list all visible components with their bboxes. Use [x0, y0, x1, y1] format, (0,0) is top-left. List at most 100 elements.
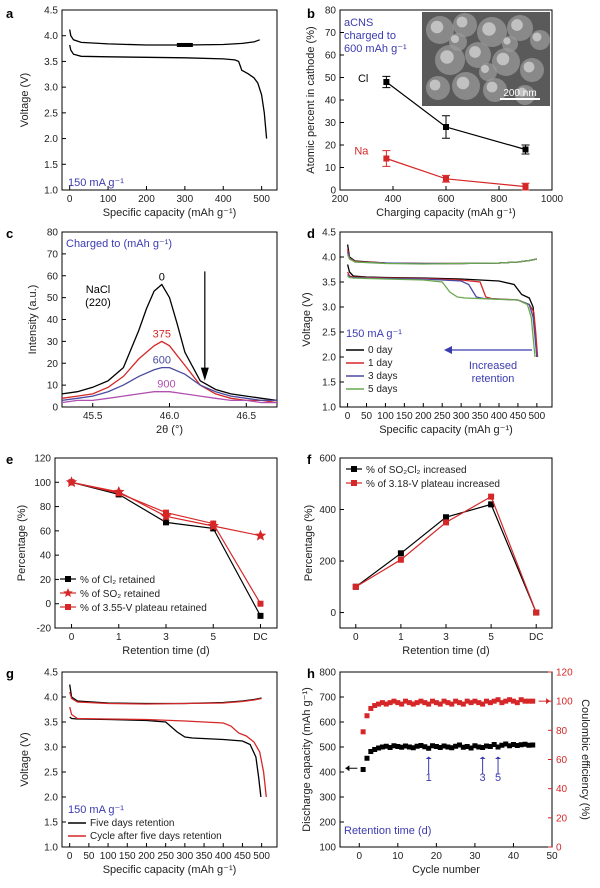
- data-point: [364, 755, 370, 761]
- data-point: [422, 700, 428, 706]
- x-tick-label: 1: [116, 632, 122, 643]
- series-line-na: [386, 157, 526, 188]
- y-tick-label: 1.0: [44, 843, 58, 854]
- data-point: [383, 155, 390, 162]
- data-point: [476, 744, 482, 750]
- data-point: [115, 490, 122, 497]
- data-point: [433, 700, 439, 706]
- data-point: [254, 529, 267, 541]
- y-tick-label: 200: [319, 557, 336, 568]
- data-point: [491, 698, 497, 704]
- data-point: [163, 519, 169, 526]
- data-point: [443, 175, 449, 182]
- data-point: [391, 698, 397, 704]
- y-tick-label: 3.5: [322, 278, 336, 289]
- legend-marker: [351, 480, 357, 486]
- x-tick-label: 10: [392, 851, 404, 862]
- x-axis-label: Retention time (d): [402, 645, 489, 657]
- y-tick-label: 2.0: [322, 353, 336, 364]
- y-tick-label-left: 600: [319, 718, 336, 729]
- retention-arrow-head: [444, 346, 452, 354]
- data-point: [399, 744, 405, 750]
- retention-mark-label: 5: [495, 772, 501, 784]
- peak-assignment: NaCl: [86, 284, 110, 296]
- x-tick-label: 100: [377, 411, 394, 422]
- y-tick-label: 100: [34, 478, 51, 489]
- arrow-head: [200, 367, 209, 381]
- legend-label: % of Cl₂ retained: [80, 575, 155, 586]
- x-tick-label: 50: [361, 411, 373, 422]
- x-tick-label: 200: [332, 194, 349, 205]
- data-point: [430, 743, 436, 749]
- data-point: [368, 705, 374, 711]
- x-tick-label: 46.0: [160, 411, 180, 422]
- panel-c: 45.5 46.0 46.5 0 10 20 30 40 50 60 70 80 2θ (°) Inten…: [27, 228, 278, 436]
- data-point: [395, 700, 401, 706]
- y-tick-label: 2.0: [44, 134, 58, 145]
- legend-marker: [63, 588, 73, 597]
- data-point: [443, 519, 449, 526]
- voltage-curve-3: [69, 706, 267, 798]
- data-point: [383, 79, 390, 85]
- xrd-curve-0: [61, 283, 278, 402]
- data-point: [468, 745, 474, 751]
- y-tick-label-left: 700: [319, 693, 336, 704]
- xrd-curve-900: [61, 391, 277, 404]
- panel-letter-f: f: [307, 452, 312, 467]
- legend-label: % of SO₂Cl₂ increased: [366, 465, 467, 476]
- y-tick-label: 50: [47, 293, 59, 304]
- legend-label: % of SO₂ retained: [80, 589, 160, 600]
- x-tick-label: 450: [234, 851, 251, 862]
- y-axis-label: Voltage (V): [19, 732, 31, 786]
- y-tick-label: 2.0: [44, 793, 58, 804]
- sem-particle-highlight: [440, 50, 454, 64]
- panel-h: 0 10 20 30 40 50 100 200 300 400 500 600 700 800 0 20 40…: [301, 668, 591, 877]
- voltage-curve-0: [346, 244, 538, 265]
- sem-particle-highlight: [503, 37, 511, 45]
- data-point: [406, 700, 412, 706]
- y-tick-label: 80: [325, 6, 337, 17]
- x-tick-label: 0: [356, 851, 362, 862]
- y-tick-label: 30: [325, 118, 337, 129]
- sample-annotation: charged to: [344, 30, 396, 42]
- sem-particle-highlight: [429, 79, 441, 91]
- retention-mark-label: 3: [480, 772, 486, 784]
- x-axis-label: Specific capacity (mAh g⁻¹): [103, 207, 237, 219]
- x-axis-label: Specific capacity (mAh g⁻¹): [103, 864, 237, 876]
- x-tick-label: 150: [119, 851, 136, 862]
- y-tick-label: 4.0: [44, 693, 58, 704]
- x-tick-label: 250: [434, 411, 451, 422]
- data-point: [510, 698, 516, 704]
- panel-d: 0 50 100 150 200 250 300 350 400 450 500 1.0 1.5 2.0 2…: [301, 228, 553, 436]
- y-tick-label: 120: [34, 454, 51, 465]
- y-tick-label: 3.5: [44, 718, 58, 729]
- xrd-curve-600: [61, 366, 277, 402]
- data-point: [472, 743, 478, 749]
- data-point: [526, 698, 532, 704]
- data-point: [163, 509, 169, 516]
- y-tick-label-right: 40: [556, 784, 568, 795]
- y-tick-label: 1.5: [322, 378, 336, 389]
- voltage-curve-1: [346, 249, 538, 265]
- sem-particle-highlight: [456, 16, 468, 28]
- data-point: [530, 698, 536, 704]
- data-point: [510, 742, 516, 747]
- data-point: [453, 698, 459, 704]
- data-point: [480, 701, 486, 707]
- x-tick-label: 400: [385, 194, 402, 205]
- data-point: [364, 713, 370, 719]
- x-tick-label: 0: [345, 411, 351, 422]
- data-point: [257, 600, 264, 607]
- y-tick-label-right: 20: [556, 813, 568, 824]
- x-tick-label: 3: [163, 632, 169, 643]
- sample-annotation: aCNS: [344, 17, 373, 29]
- legend-label: % of 3.55-V plateau retained: [80, 603, 207, 614]
- data-point: [441, 698, 447, 704]
- legend-label: Cycle after five days retention: [90, 831, 222, 842]
- y-tick-label-left: 100: [319, 843, 336, 854]
- data-point: [449, 745, 455, 751]
- data-point: [468, 700, 474, 706]
- x-tick-label: 400: [215, 194, 232, 205]
- voltage-curve-2: [69, 716, 262, 798]
